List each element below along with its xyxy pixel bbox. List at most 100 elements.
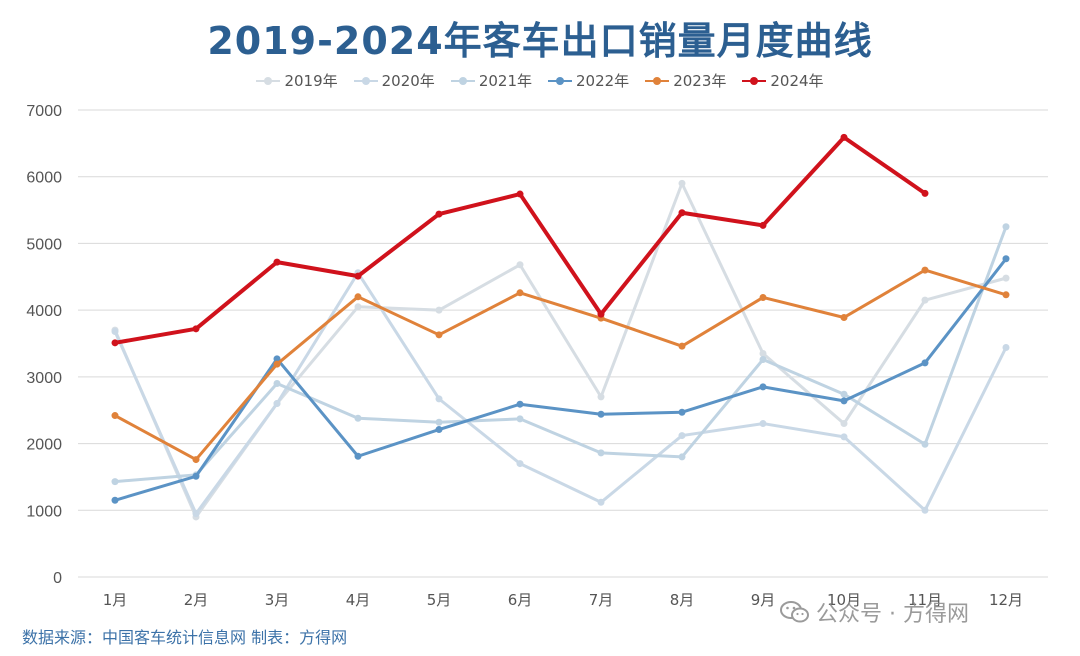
data-point — [759, 221, 767, 229]
x-tick-label: 7月 — [589, 591, 614, 609]
data-point — [759, 293, 767, 301]
legend-label: 2022年 — [576, 72, 630, 90]
x-tick-label: 2月 — [184, 591, 209, 609]
data-point — [435, 210, 443, 218]
data-point — [354, 303, 362, 311]
data-point — [516, 400, 524, 408]
data-point — [354, 272, 362, 280]
data-point — [678, 408, 686, 416]
data-point — [840, 133, 848, 141]
data-point — [759, 350, 767, 358]
data-point — [678, 179, 686, 187]
data-point — [354, 293, 362, 301]
watermark-text: 公众号 · 方得网 — [816, 602, 969, 627]
data-point — [678, 342, 686, 350]
data-point — [597, 410, 605, 418]
data-point — [192, 456, 200, 464]
legend-label: 2021年 — [478, 72, 532, 90]
legend-entry: 2024年 — [742, 70, 824, 91]
data-point — [192, 325, 200, 333]
legend-swatch — [742, 75, 767, 87]
series-1 — [111, 179, 1010, 521]
data-point — [759, 356, 767, 364]
data-point — [678, 209, 686, 217]
data-point — [597, 449, 605, 457]
y-tick-label: 4000 — [26, 303, 62, 320]
series-6 — [111, 133, 929, 347]
data-point — [597, 498, 605, 506]
y-tick-label: 6000 — [26, 170, 62, 187]
x-tick-label: 1月 — [103, 591, 128, 609]
y-tick-label: 2000 — [26, 437, 62, 454]
data-point — [597, 310, 605, 318]
data-point — [921, 506, 929, 514]
data-point — [1002, 274, 1010, 282]
data-point — [840, 420, 848, 428]
y-tick-label: 3000 — [26, 370, 62, 387]
y-tick-label: 0 — [53, 570, 62, 587]
legend-swatch — [450, 75, 475, 87]
data-point — [273, 360, 281, 368]
legend-label: 2023年 — [673, 72, 727, 90]
x-tick-label: 8月 — [670, 591, 695, 609]
series-line — [114, 268, 1007, 462]
data-point — [516, 415, 524, 423]
series-line — [114, 135, 927, 345]
legend-entry: 2023年 — [645, 70, 726, 91]
legend-swatch — [353, 75, 378, 87]
data-point — [840, 433, 848, 441]
x-tick-label: 5月 — [427, 591, 452, 609]
data-point — [840, 397, 848, 405]
legend-label: 2020年 — [381, 72, 435, 90]
x-tick-label: 10月 — [827, 591, 861, 609]
watermark: 公众号 · 方得网 — [780, 596, 969, 628]
data-point — [435, 331, 443, 339]
x-tick-label: 4月 — [346, 591, 371, 609]
data-point — [678, 432, 686, 440]
series-line — [113, 181, 1007, 519]
data-point — [759, 420, 767, 428]
data-point — [111, 478, 119, 486]
data-point — [921, 266, 929, 274]
data-point — [840, 390, 848, 398]
data-point — [354, 414, 362, 422]
x-tick-label: 6月 — [508, 591, 533, 609]
data-point — [111, 496, 119, 504]
source-note: 数据来源：中国客车统计信息网 制表：方得网 — [22, 628, 348, 647]
data-point — [435, 306, 443, 314]
y-tick-label: 7000 — [26, 103, 62, 120]
data-point — [111, 327, 119, 335]
data-point — [273, 258, 281, 266]
data-point — [1002, 344, 1010, 352]
chart-title: 2019-2024年客车出口销量月度曲线 — [207, 19, 873, 63]
legend-entry: 2022年 — [548, 70, 629, 91]
legend-entry: 2020年 — [353, 70, 435, 91]
legend-entry: 2019年 — [256, 70, 338, 91]
data-point — [759, 383, 767, 391]
series-line — [113, 271, 1008, 516]
data-point — [111, 339, 119, 347]
series-5 — [111, 266, 1010, 464]
series-line — [114, 226, 1008, 484]
y-tick-label: 1000 — [26, 503, 62, 520]
data-point — [1002, 291, 1010, 299]
legend-swatch — [256, 75, 281, 87]
data-point — [273, 355, 281, 363]
data-point — [435, 426, 443, 434]
x-tick-label: 3月 — [265, 591, 290, 609]
series-3 — [111, 223, 1010, 486]
data-point — [516, 190, 524, 198]
data-point — [597, 393, 605, 401]
legend-swatch — [548, 75, 572, 87]
data-point — [435, 418, 443, 426]
data-point — [273, 400, 281, 408]
data-point — [192, 472, 200, 480]
x-tick-label: 12月 — [989, 591, 1023, 609]
data-point — [354, 452, 362, 460]
x-tick-label: 9月 — [751, 591, 776, 609]
data-point — [921, 296, 929, 304]
y-tick-label: 5000 — [26, 236, 62, 253]
chart-legend: 2019年 2020年 2021年 2022年 2023年 2024年 — [0, 70, 1080, 91]
data-point — [840, 313, 848, 321]
